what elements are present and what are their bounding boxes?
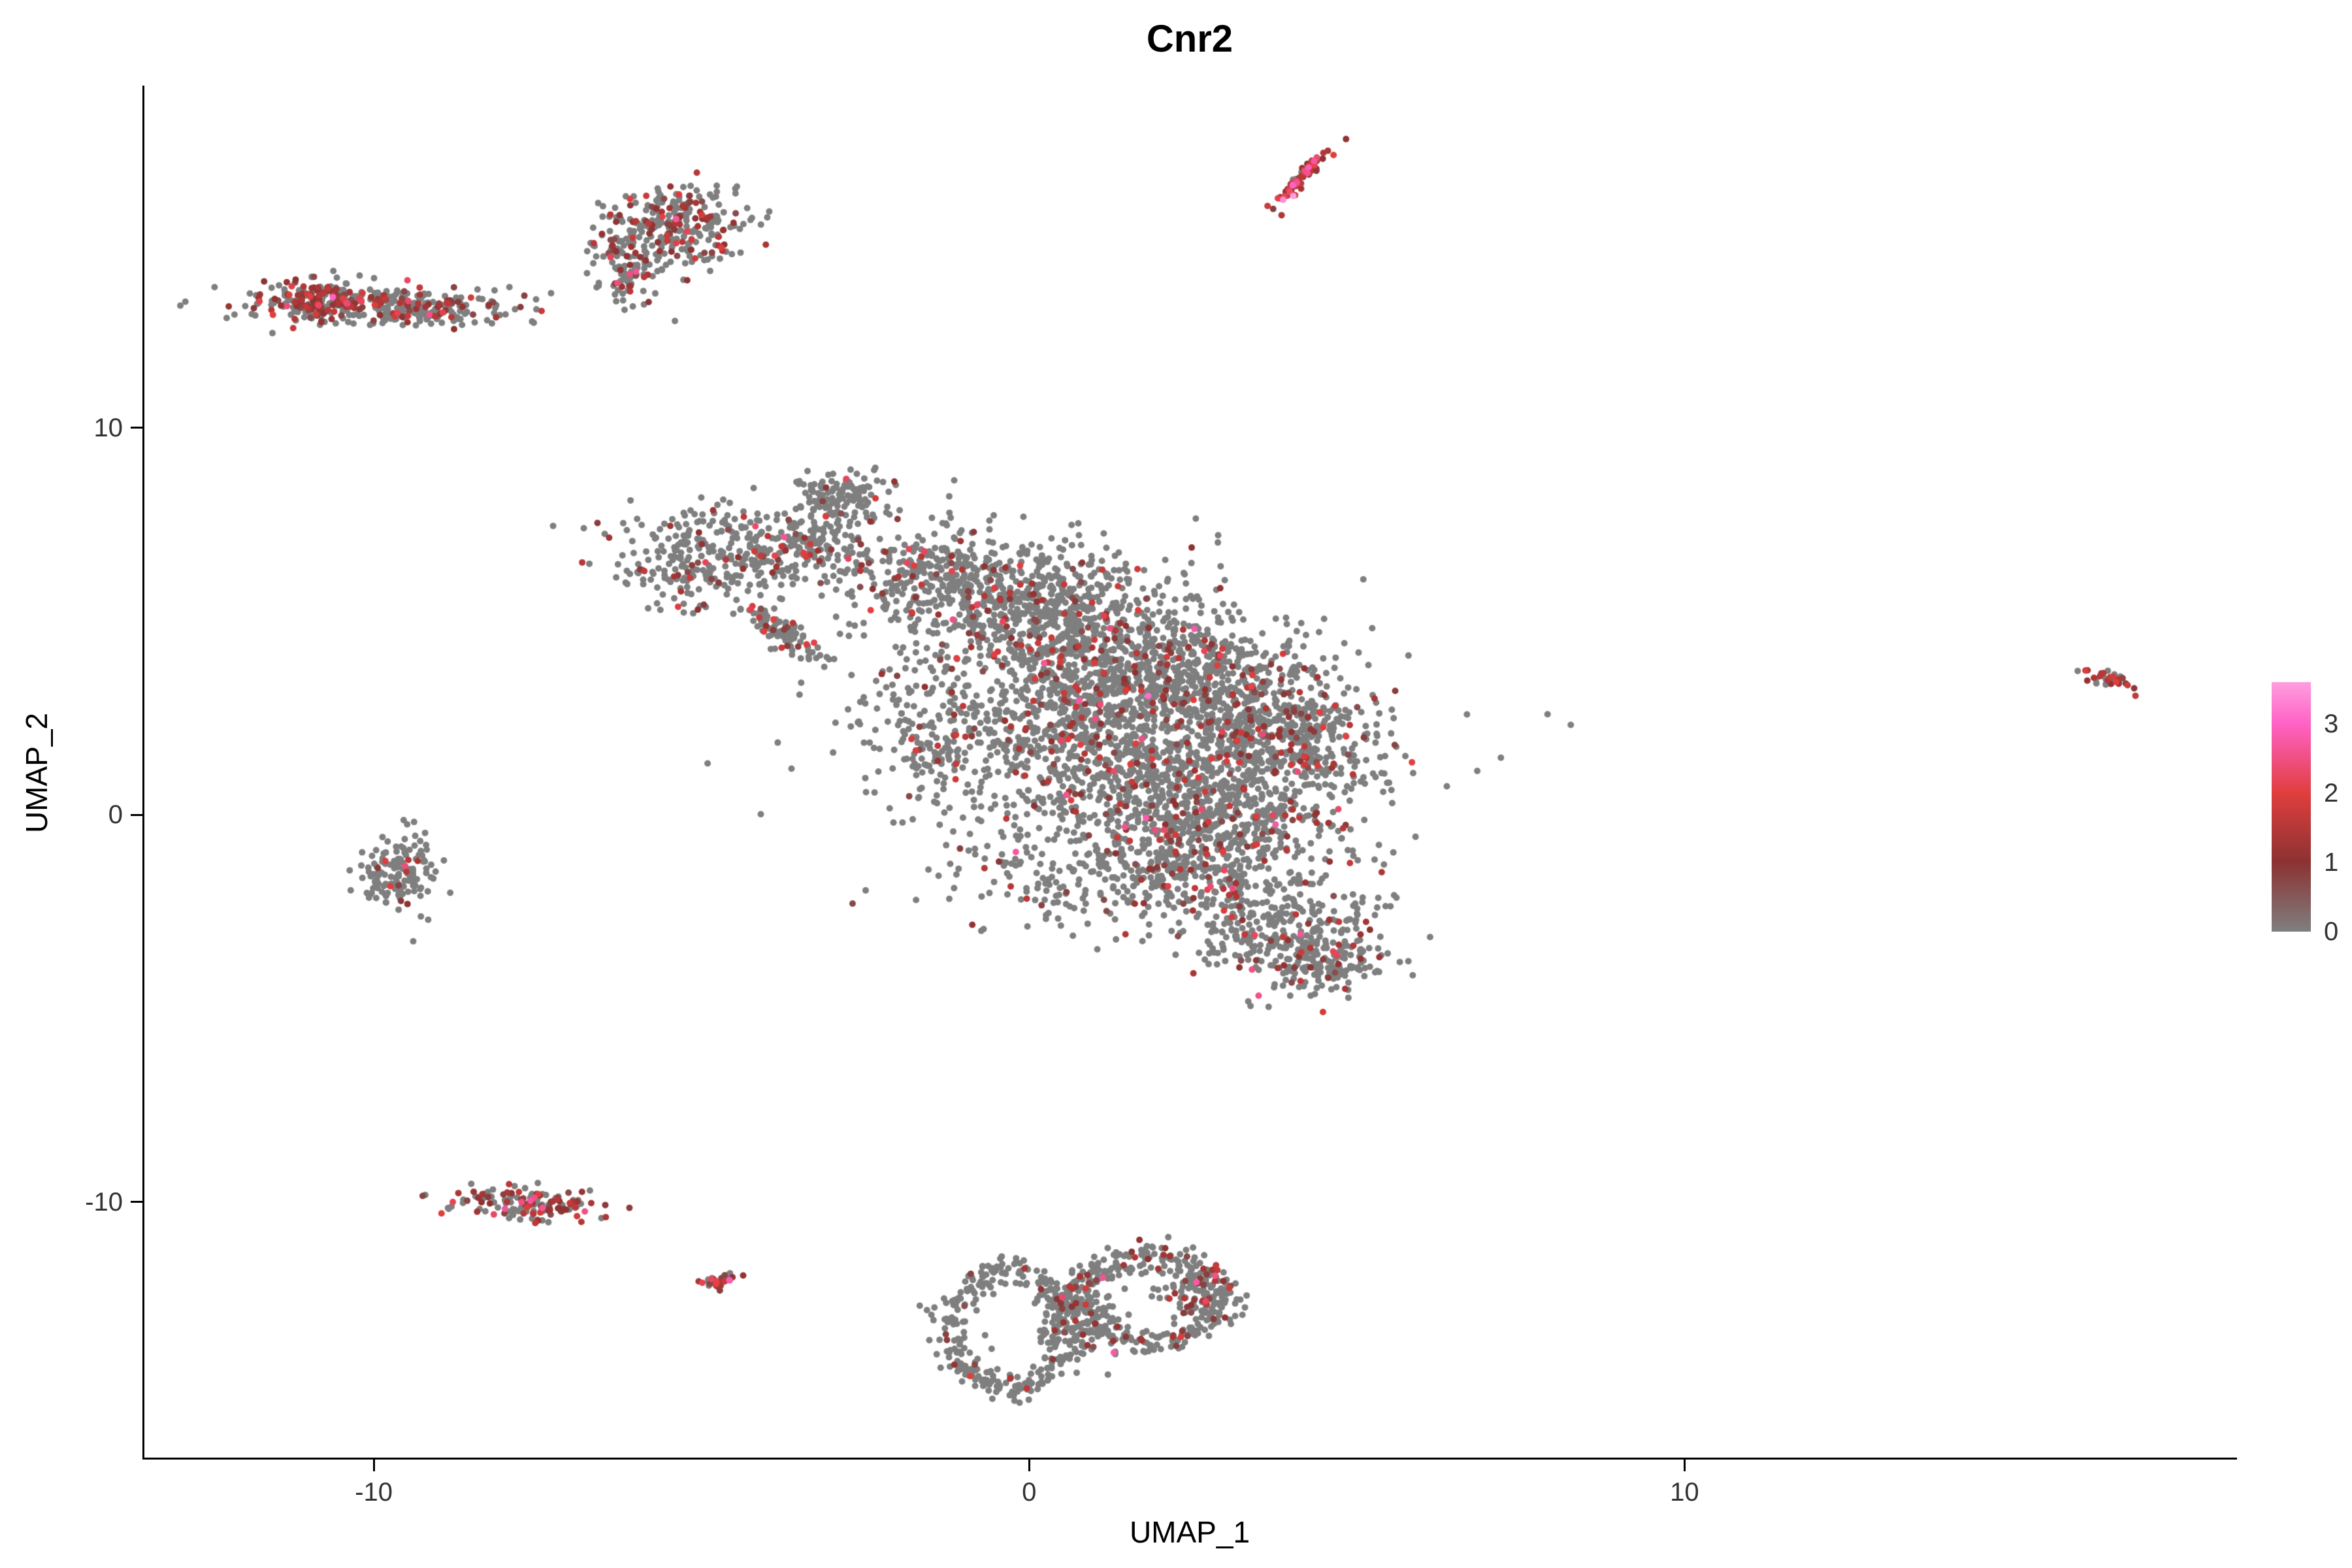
y-tick-label: 10 (93, 413, 123, 442)
y-tick-mark (131, 813, 142, 816)
y-tick-mark (131, 427, 142, 429)
legend-tick-label: 2 (2324, 778, 2339, 808)
x-tick-label: -10 (355, 1478, 393, 1507)
y-tick-label: 0 (108, 800, 123, 830)
legend-tick-label: 0 (2324, 917, 2339, 946)
legend-tick-label: 1 (2324, 847, 2339, 877)
x-tick-mark (372, 1460, 375, 1471)
x-tick-label: 0 (1022, 1478, 1037, 1507)
x-axis-line (142, 1458, 2237, 1460)
legend-tick-label: 3 (2324, 709, 2339, 738)
x-tick-mark (1028, 1460, 1030, 1471)
y-tick-mark (131, 1201, 142, 1203)
x-tick-mark (1683, 1460, 1686, 1471)
legend-colorbar (2272, 682, 2311, 932)
x-axis-title: UMAP_1 (1129, 1515, 1250, 1549)
y-tick-label: -10 (85, 1187, 123, 1217)
x-tick-label: 10 (1670, 1478, 1699, 1507)
plot-title: Cnr2 (1146, 18, 1233, 60)
y-axis-line (142, 86, 144, 1460)
y-axis-title: UMAP_2 (20, 712, 54, 834)
